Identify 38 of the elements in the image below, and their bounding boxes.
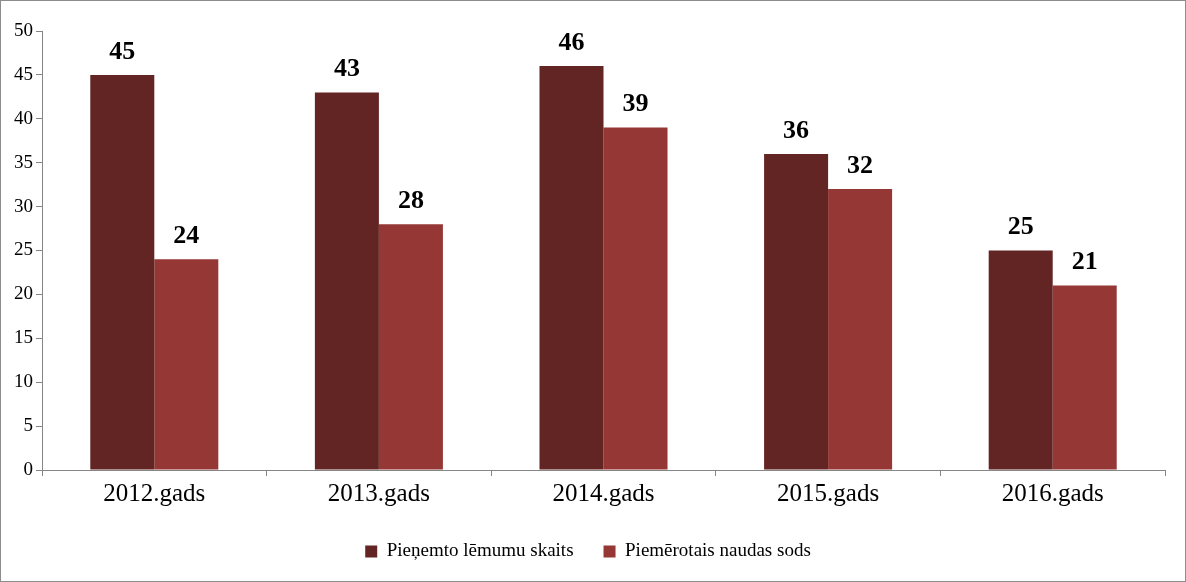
legend-label: Pieņemto lēmumu skaits — [386, 539, 574, 561]
data-label: 36 — [783, 114, 810, 144]
data-label: 45 — [109, 35, 136, 65]
bar — [314, 92, 379, 470]
y-tick-label: 0 — [23, 457, 33, 479]
data-label: 21 — [1071, 246, 1098, 276]
bar — [154, 259, 219, 470]
bar — [1052, 285, 1117, 470]
y-tick-label: 25 — [14, 238, 33, 260]
x-tick-label: 2015.gads — [777, 478, 880, 506]
y-tick-label: 40 — [14, 106, 33, 128]
bar — [378, 224, 443, 470]
y-tick-label: 30 — [14, 194, 33, 216]
bar — [539, 66, 604, 470]
y-tick-label: 10 — [14, 370, 33, 392]
legend-label: Piemērotais naudas sods — [625, 539, 811, 561]
x-tick-label: 2013.gads — [327, 478, 430, 506]
y-tick-label: 35 — [14, 150, 33, 172]
data-label: 24 — [173, 220, 200, 249]
y-tick-label: 20 — [14, 282, 33, 304]
data-label: 39 — [622, 88, 649, 118]
x-tick-label: 2016.gads — [1001, 478, 1104, 506]
y-tick-label: 45 — [14, 62, 33, 84]
bar — [988, 250, 1053, 470]
bar — [603, 127, 668, 470]
y-tick-label: 15 — [14, 326, 33, 348]
bar — [764, 153, 829, 470]
data-label: 28 — [397, 184, 424, 214]
data-label: 43 — [333, 53, 360, 83]
data-label: 46 — [558, 26, 585, 56]
bar — [90, 74, 155, 470]
bar — [828, 189, 893, 470]
x-tick-label: 2012.gads — [103, 478, 206, 506]
data-label: 25 — [1007, 211, 1034, 241]
y-tick-label: 50 — [14, 18, 33, 40]
data-label: 32 — [847, 149, 874, 179]
y-tick-label: 5 — [23, 414, 33, 436]
x-tick-label: 2014.gads — [552, 478, 655, 506]
